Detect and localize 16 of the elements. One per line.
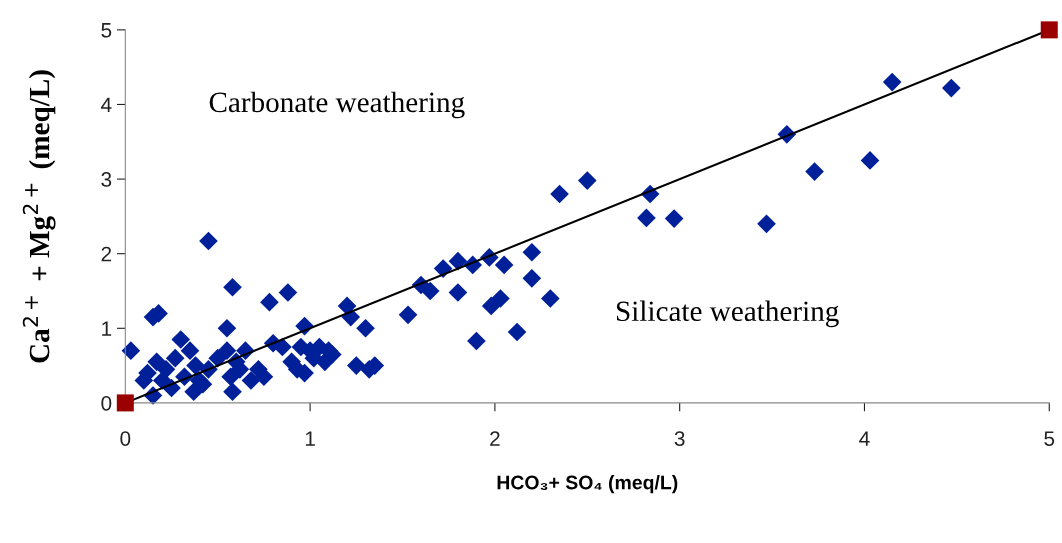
x-axis-title: HCO₃+ SO₄ (meq/L) — [497, 475, 678, 494]
x-tick-label: 4 — [859, 431, 870, 446]
y-tick-label: 3 — [101, 172, 112, 187]
x-tick-label: 1 — [305, 431, 315, 446]
y-tick-label: 1 — [102, 321, 112, 336]
y-tick-label: 0 — [101, 395, 112, 411]
annotation: Carbonate weathering — [209, 91, 465, 119]
y-tick-label: 5 — [101, 23, 112, 38]
x-tick-label: 2 — [490, 431, 500, 446]
annotation: Silicate weathering — [616, 300, 839, 328]
y-axis-title: Ca$^{2+}$ + Mg$^{2+}$ (meq/L) — [22, 70, 56, 363]
x-tick-label: 3 — [674, 431, 685, 446]
x-tick-label: 5 — [1044, 431, 1055, 446]
y-tick-label: 2 — [101, 246, 112, 262]
y-tick-label: 4 — [101, 97, 112, 113]
x-tick-label: 0 — [120, 431, 131, 446]
